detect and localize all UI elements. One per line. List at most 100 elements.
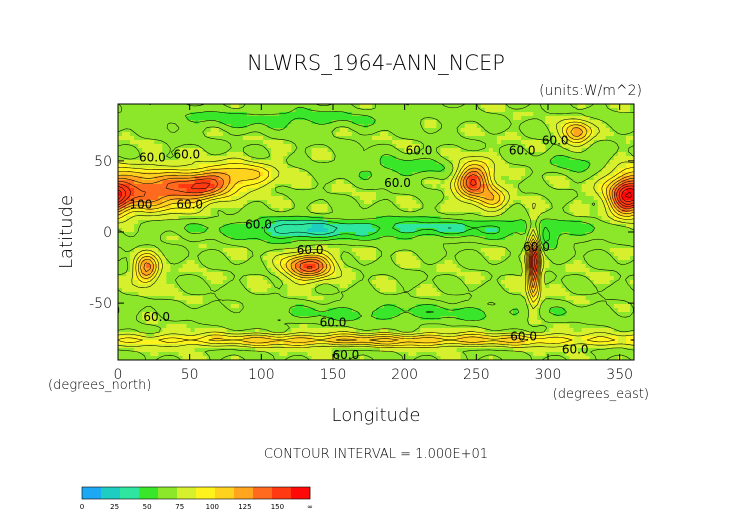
field-cell: [162, 124, 167, 129]
field-cell: [242, 140, 248, 145]
field-cell: [509, 128, 514, 133]
field-cell: [150, 232, 155, 237]
field-cell: [505, 220, 510, 225]
field-cell: [380, 200, 385, 205]
field-cell: [154, 200, 159, 205]
field-cell: [162, 144, 167, 149]
field-cell: [585, 120, 591, 125]
field-cell: [230, 104, 236, 109]
field-cell: [629, 172, 634, 177]
field-cell: [255, 236, 260, 241]
field-cell: [500, 116, 506, 121]
field-cell: [367, 108, 373, 113]
field-cell: [589, 168, 595, 173]
field-cell: [118, 180, 123, 185]
field-cell: [496, 128, 502, 133]
field-cell: [299, 128, 304, 133]
field-cell: [242, 128, 248, 133]
field-cell: [206, 180, 212, 185]
field-cell: [315, 104, 320, 109]
field-cell: [247, 168, 252, 173]
field-cell: [621, 180, 627, 185]
field-cell: [557, 160, 562, 165]
field-cell: [198, 184, 204, 189]
field-cell: [505, 108, 510, 113]
field-cell: [468, 232, 474, 237]
field-cell: [440, 188, 445, 193]
field-cell: [335, 212, 341, 217]
field-cell: [388, 248, 393, 253]
field-cell: [581, 112, 587, 117]
field-cell: [605, 220, 611, 225]
field-cell: [218, 108, 224, 113]
field-cell: [541, 164, 546, 169]
field-cell: [319, 192, 324, 197]
field-cell: [484, 248, 490, 253]
field-cell: [255, 104, 260, 109]
field-cell: [238, 188, 244, 193]
field-cell: [226, 248, 232, 253]
field-cell: [629, 192, 634, 197]
field-cell: [230, 252, 236, 257]
field-cell: [343, 136, 349, 141]
field-cell: [609, 168, 615, 173]
field-cell: [275, 148, 280, 153]
field-cell: [359, 192, 365, 197]
field-cell: [214, 196, 220, 201]
field-cell: [303, 220, 308, 225]
field-cell: [130, 132, 135, 137]
field-cell: [363, 176, 369, 181]
field-cell: [529, 188, 534, 193]
field-cell: [242, 196, 248, 201]
field-cell: [186, 132, 191, 137]
field-cell: [529, 200, 534, 205]
field-cell: [186, 228, 191, 233]
field-cell: [625, 148, 631, 153]
field-cell: [311, 116, 316, 121]
field-cell: [134, 160, 139, 165]
field-cell: [621, 128, 627, 133]
field-cell: [226, 180, 232, 185]
field-cell: [416, 176, 421, 181]
field-cell: [218, 116, 224, 121]
field-cell: [339, 168, 345, 173]
field-cell: [496, 176, 502, 181]
field-cell: [331, 244, 337, 249]
field-cell: [271, 240, 276, 245]
field-cell: [251, 124, 256, 129]
field-cell: [299, 160, 304, 165]
field-cell: [629, 216, 634, 221]
field-cell: [621, 144, 627, 149]
field-cell: [218, 184, 224, 189]
field-cell: [416, 112, 421, 117]
field-cell: [597, 188, 603, 193]
field-cell: [130, 172, 135, 177]
field-cell: [186, 144, 191, 149]
field-cell: [255, 152, 260, 157]
field-cell: [363, 168, 369, 173]
field-cell: [573, 156, 578, 161]
field-cell: [347, 108, 353, 113]
field-cell: [194, 224, 200, 229]
field-cell: [448, 116, 453, 121]
field-cell: [484, 104, 490, 109]
field-cell: [295, 232, 300, 237]
field-cell: [605, 244, 611, 249]
field-cell: [170, 220, 175, 225]
field-cell: [162, 184, 167, 189]
field-cell: [533, 196, 538, 201]
field-cell: [307, 188, 312, 193]
field-cell: [432, 160, 437, 165]
field-cell: [505, 252, 510, 257]
field-cell: [541, 148, 546, 153]
field-cell: [428, 132, 433, 137]
field-cell: [601, 168, 607, 173]
field-cell: [267, 148, 272, 153]
field-cell: [581, 244, 587, 249]
field-cell: [629, 228, 634, 233]
field-cell: [315, 132, 320, 137]
field-cell: [198, 164, 204, 169]
field-cell: [263, 124, 268, 129]
field-cell: [210, 232, 216, 237]
field-cell: [577, 136, 582, 141]
